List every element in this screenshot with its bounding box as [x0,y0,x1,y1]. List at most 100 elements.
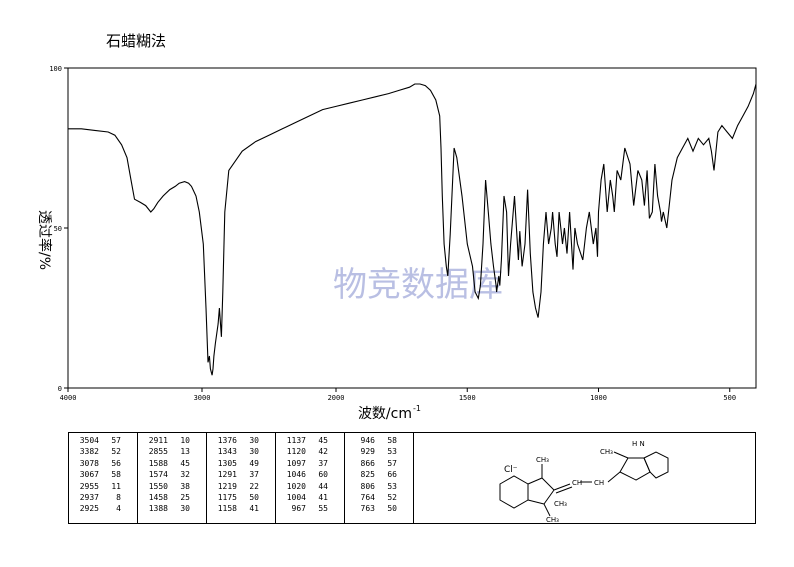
peak-transmittance: 45 [180,458,190,468]
peak-transmittance: 58 [387,436,397,445]
peak-row: 1343 30 [207,447,275,458]
peak-wavenumber: 3504 [79,436,99,445]
peak-wavenumber: 2911 [148,436,168,445]
bond [541,477,555,491]
peak-row: 1550 38 [138,482,206,493]
x-tick-label: 3000 [194,394,211,402]
peak-row: 929 53 [345,447,413,458]
peak-row: 2937 8 [69,493,137,504]
peak-row: 2855 13 [138,447,206,458]
x-axis-title: 波数/cm [358,406,412,422]
peak-row: 1458 25 [138,493,206,504]
peak-transmittance: 52 [111,447,121,457]
peak-transmittance: 57 [111,436,121,445]
peak-row: 825 66 [345,470,413,481]
peak-row: 1175 50 [207,493,275,504]
peak-row: 1004 41 [276,493,344,504]
plot-frame [67,67,757,389]
peak-row: 763 50 [345,504,413,515]
bond [555,486,573,494]
peak-row: 1376 30 [207,436,275,447]
peak-row: 1020 44 [276,482,344,493]
peak-transmittance: 58 [111,470,121,480]
peak-wavenumber: 1291 [217,470,237,480]
peak-wavenumber: 2937 [79,492,99,502]
x-tick-label: 4000 [60,394,77,402]
sampling-method-label: 石蜡糊法 [106,32,167,50]
n-methyl-label: CH₃ [536,456,549,464]
peak-wavenumber: 2955 [79,481,99,491]
peak-wavenumber: 825 [360,470,375,480]
bond [527,499,545,505]
peak-wavenumber: 1550 [148,481,168,491]
peak-wavenumber: 763 [360,504,375,514]
peak-transmittance: 44 [318,481,328,491]
peak-row: 3067 58 [69,470,137,481]
peak-row: 3382 52 [69,447,137,458]
peak-transmittance: 53 [387,481,397,491]
peak-transmittance: 32 [180,470,190,480]
peak-wavenumber: 1376 [217,436,237,445]
peak-column: 3504 57 3382 52 3078 56 3067 58 2955 11 2937 8 2925 4 [69,433,138,523]
peak-transmittance: 49 [249,458,259,468]
bond [613,451,629,459]
peak-wavenumber: 946 [360,436,375,445]
peak-transmittance: 8 [116,492,121,502]
peak-transmittance: 53 [387,447,397,457]
peak-transmittance: 60 [318,470,328,480]
peak-row: 806 53 [345,482,413,493]
vinyl-left-label: CH [572,479,582,487]
peak-wavenumber: 929 [360,447,375,457]
peak-transmittance: 38 [180,481,190,491]
gem-methyl-lower-label: CH₃ [546,516,559,524]
peak-wavenumber: 1388 [148,504,168,514]
peak-transmittance: 66 [387,470,397,480]
peak-row: 1137 45 [276,436,344,447]
peak-transmittance: 13 [180,447,190,457]
peak-transmittance: 56 [111,458,121,468]
anion-label: Cl⁻ [504,465,518,475]
bond [607,471,621,483]
peak-row: 1120 42 [276,447,344,458]
peak-transmittance: 50 [249,492,259,502]
peak-table: 3504 57 3382 52 3078 56 3067 58 2955 11 2937 8 2925 4… [68,432,756,524]
x-tick-label: 500 [723,394,736,402]
peak-wavenumber: 1219 [217,481,237,491]
peak-column: 2911 10 2855 13 1588 45 1574 32 1550 38 1458 25 1388… [138,433,207,523]
peak-wavenumber: 1175 [217,492,237,502]
indole-nh-label: H N [632,440,645,448]
peak-row: 764 52 [345,493,413,504]
peak-transmittance: 37 [249,470,259,480]
peak-wavenumber: 764 [360,492,375,502]
y-tick-label: 100 [49,65,62,73]
peak-row: 1046 60 [276,470,344,481]
y-axis-title: 透过率/% [36,210,53,270]
peak-transmittance: 41 [249,504,259,514]
peak-transmittance: 10 [180,436,190,445]
peak-row: 3504 57 [69,436,137,447]
bond [527,477,543,485]
x-tick-label: 1000 [590,394,607,402]
chemical-structure: Cl⁻ CH₃ CH₃ CH₃ CH CH CH₃ H N [499,440,669,524]
peak-transmittance: 30 [249,447,259,457]
peak-row: 967 55 [276,504,344,515]
peak-wavenumber: 1588 [148,458,168,468]
peak-row: 1291 37 [207,470,275,481]
peak-wavenumber: 1343 [217,447,237,457]
benzene-ring-right [643,451,669,479]
peak-row: 1158 41 [207,504,275,515]
peak-wavenumber: 1458 [148,492,168,502]
peak-transmittance: 11 [111,481,121,491]
peak-wavenumber: 1097 [286,458,306,468]
y-tick-label: 0 [58,385,62,393]
gem-methyl-upper-label: CH₃ [554,500,567,508]
bond [553,483,571,491]
x-tick-label: 1500 [459,394,476,402]
peak-wavenumber: 2855 [148,447,168,457]
peak-wavenumber: 1158 [217,504,237,514]
peak-wavenumber: 3078 [79,458,99,468]
peak-wavenumber: 3067 [79,470,99,480]
peak-column: 946 58 929 53 866 57 825 66 806 53 764 52 763 50 [345,433,414,523]
peak-row: 2925 4 [69,504,137,515]
peak-wavenumber: 1305 [217,458,237,468]
